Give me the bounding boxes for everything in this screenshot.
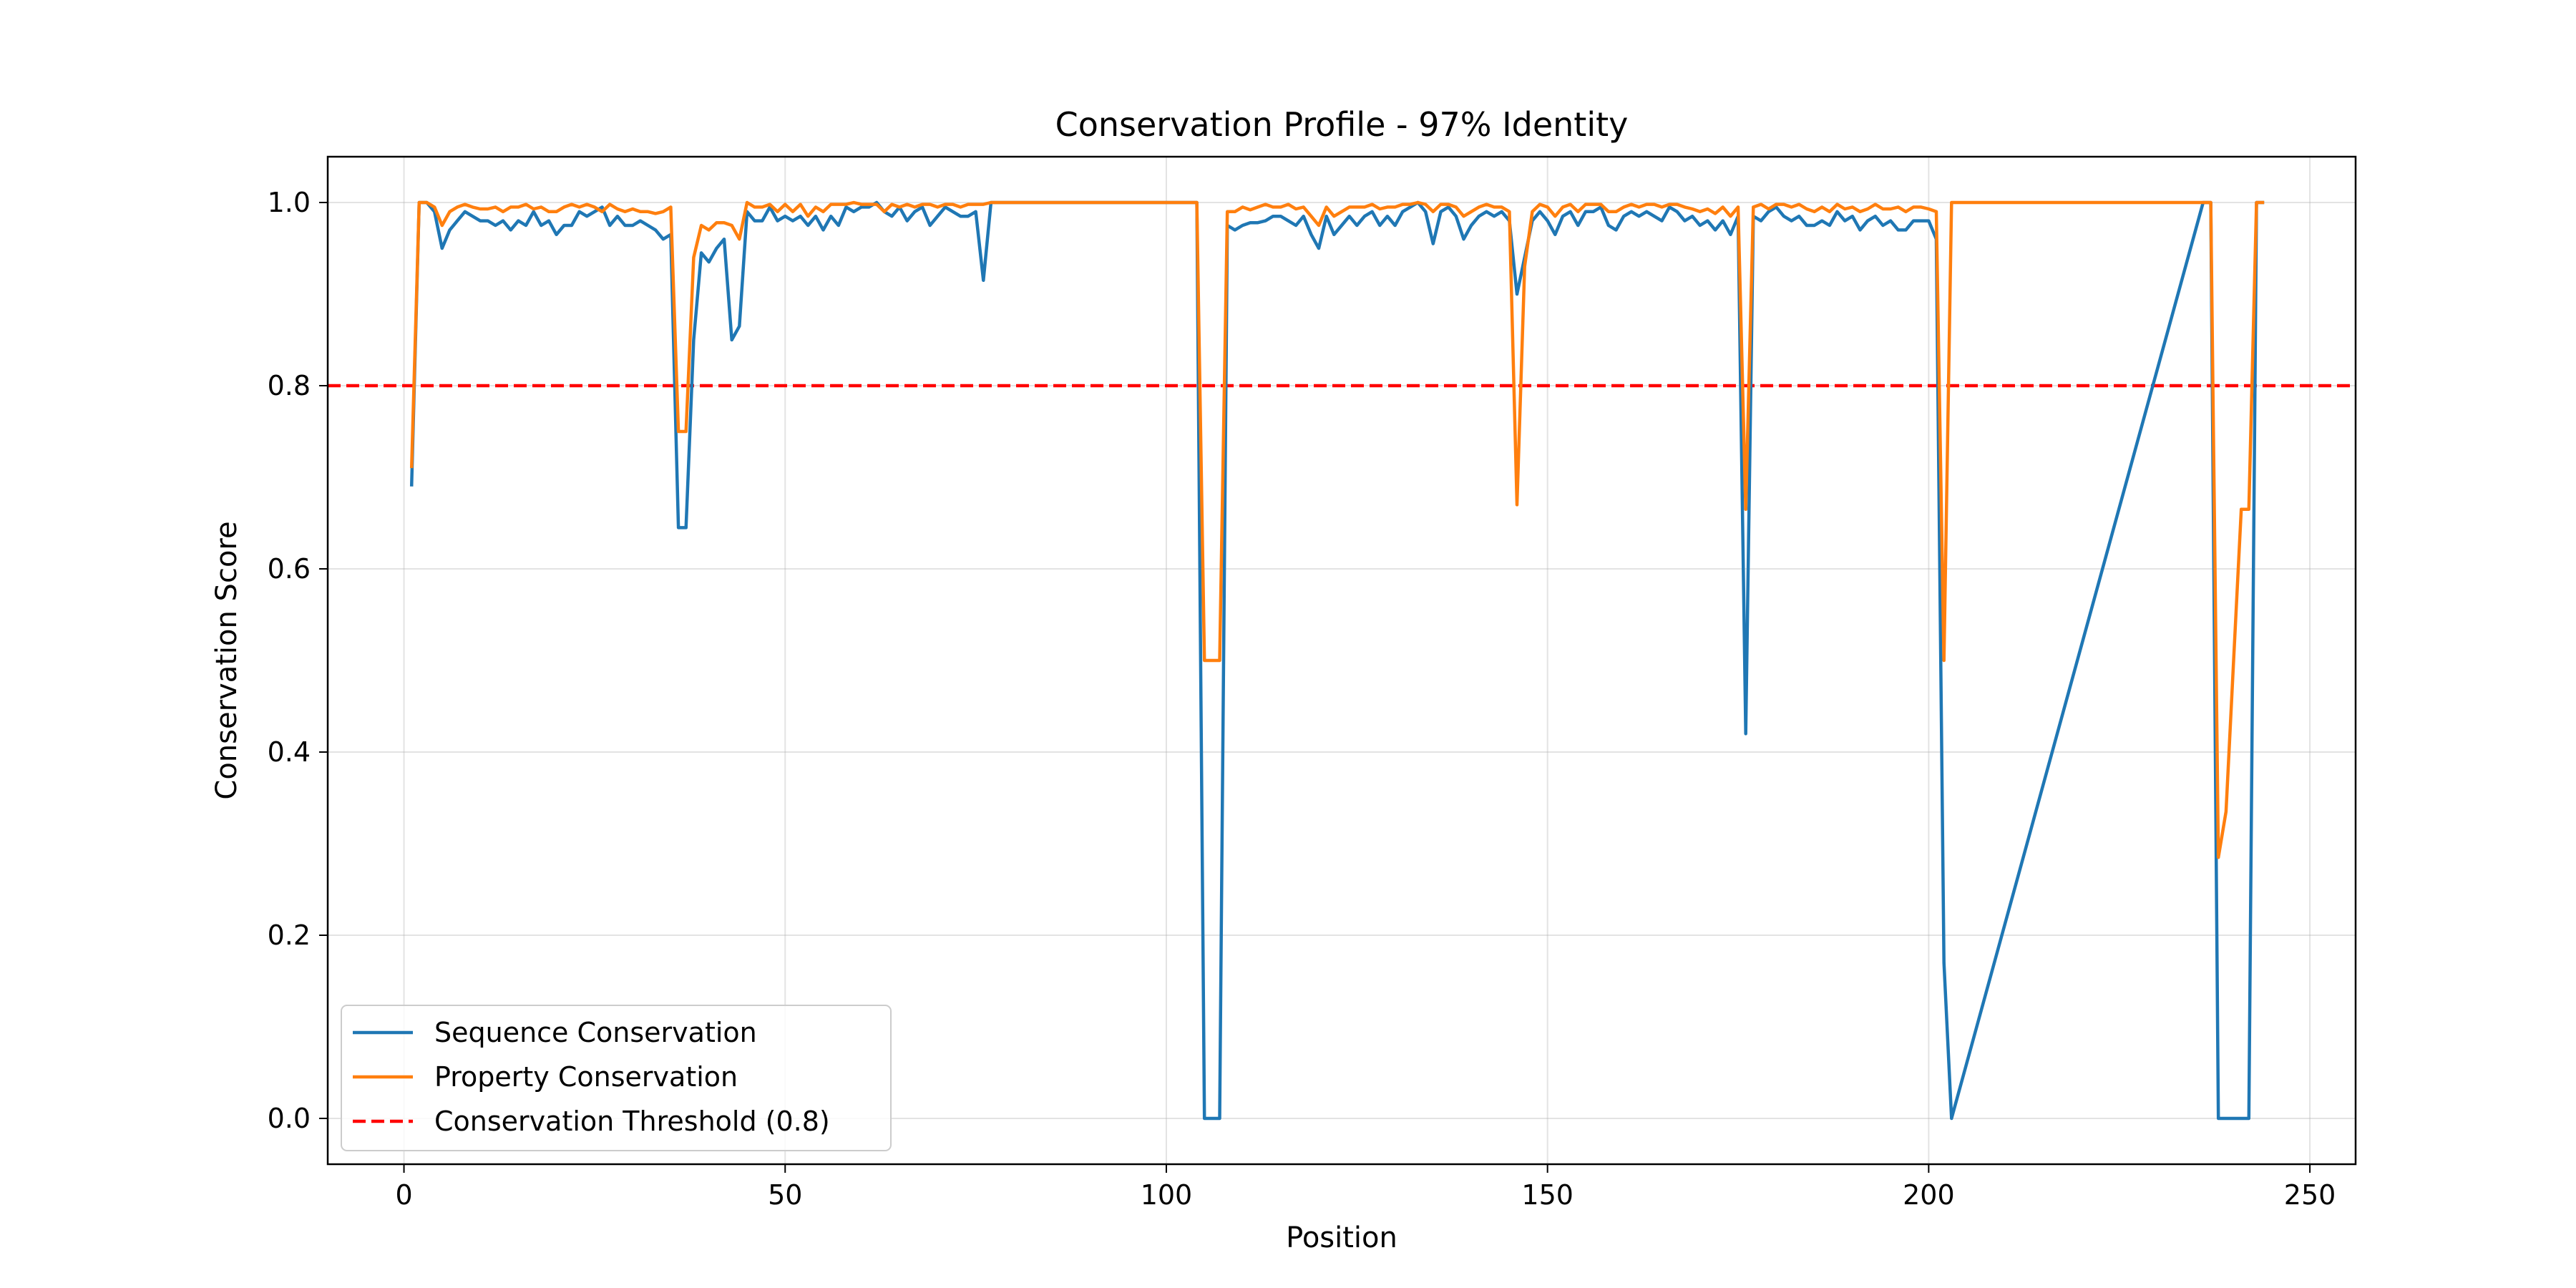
legend-entry-label: Conservation Threshold (0.8) [434, 1106, 830, 1137]
y-tick-label: 0.2 [268, 919, 311, 951]
y-tick-label: 0.6 [268, 553, 311, 585]
series-line-sequence-conservation [409, 200, 2265, 1121]
chart-title: Conservation Profile - 97% Identity [1055, 105, 1629, 144]
x-tick-label: 150 [1521, 1179, 1574, 1211]
x-axis-label: Position [1286, 1221, 1397, 1254]
x-tick-label: 0 [395, 1179, 412, 1211]
x-tick-label: 100 [1141, 1179, 1193, 1211]
legend-entry-label: Property Conservation [434, 1061, 738, 1093]
y-axis-ticks: 0.0 0.2 0.4 0.6 0.8 1.0 [268, 187, 328, 1134]
x-tick-label: 200 [1903, 1179, 1955, 1211]
plot-frame [326, 155, 2357, 1166]
legend-box [341, 1005, 892, 1151]
x-tick-label: 50 [768, 1179, 802, 1211]
legend-entry-label: Sequence Conservation [434, 1017, 757, 1048]
y-tick-label: 1.0 [268, 187, 311, 218]
y-tick-label: 0.4 [268, 736, 311, 768]
y-tick-label: 0.8 [268, 370, 311, 401]
x-tick-label: 250 [2284, 1179, 2336, 1211]
y-axis-label: Conservation Score [210, 521, 243, 799]
y-tick-label: 0.0 [268, 1103, 311, 1134]
x-axis-ticks: 0 50 100 150 200 250 [395, 1164, 2336, 1211]
series-layer [409, 200, 2265, 1121]
series-line-property-conservation [409, 200, 2265, 859]
legend: Sequence Conservation Property Conservati… [341, 1005, 892, 1151]
